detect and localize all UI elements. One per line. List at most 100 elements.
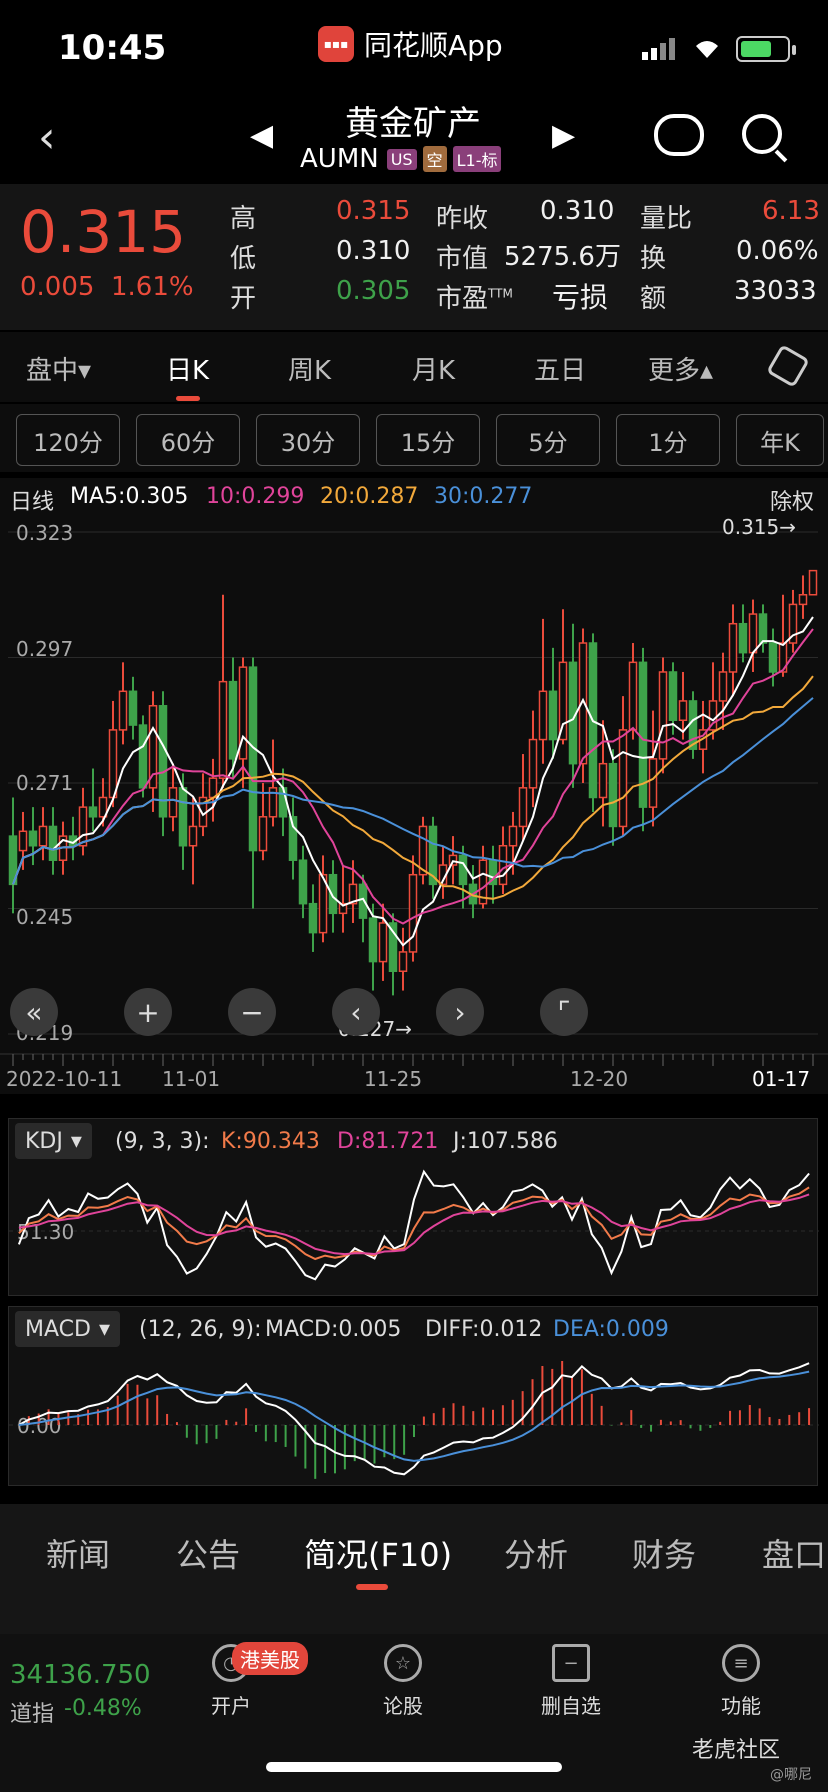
signal-icon [642,38,675,60]
tab-daily[interactable]: 日K [166,356,210,386]
candle-body [578,642,588,765]
candle-body [518,787,528,828]
macd-diff: DIFF:0.012 [425,1317,543,1342]
candle-body [508,825,518,847]
candle-body [208,777,218,799]
btn-1min[interactable]: 1分 [616,414,720,466]
next-stock-icon[interactable]: ▶ [552,118,576,153]
tab-analysis[interactable]: 分析 [504,1536,569,1574]
kdj-params: (9, 3, 3): [115,1129,210,1154]
index-value[interactable]: 34136.750 [10,1660,151,1690]
ma10-value: 10:0.299 [206,484,305,509]
amount-label: 额 [640,284,667,314]
low-value: 0.310 [336,236,411,266]
candle-body [758,613,768,644]
ma30-line [12,697,814,885]
btn-15min[interactable]: 15分 [376,414,480,466]
btn-5min[interactable]: 5分 [496,414,600,466]
ma5-line [12,616,814,947]
prev-close-value: 0.310 [540,196,615,226]
index-change: -0.48% [64,1696,142,1721]
btn-30min[interactable]: 30分 [256,414,360,466]
rewind-icon[interactable]: « [10,988,58,1036]
kline-chart[interactable]: 0.323 0.297 0.271 0.245 0.219 0.315→ 0.2… [0,514,828,1094]
turnover-label: 换 [640,244,667,274]
candle-body [78,806,88,847]
candle-body [178,787,188,847]
candle-body [168,787,178,818]
tab-weekly[interactable]: 周K [288,356,332,386]
vol-ratio-label: 量比 [640,204,693,234]
candle-body [108,729,118,799]
tab-orderbook[interactable]: 盘口 [762,1536,827,1574]
search-icon[interactable] [742,114,782,154]
kdj-level: 51.30 [17,1220,74,1244]
functions-button[interactable]: ≡ 功能 [686,1644,796,1719]
mcap-label: 市值 [436,244,489,274]
macd-dea-line [18,1370,810,1462]
fullscreen-icon[interactable]: ⌜ [540,988,588,1036]
candle-body [418,825,428,876]
tab-overview[interactable]: 简况(F10) [304,1536,453,1574]
max-annotation: 0.315→ [722,515,796,539]
x-tick: 11-01 [162,1067,220,1091]
candle-body [528,738,538,789]
remove-watchlist-button[interactable]: − 删自选 [516,1644,626,1719]
candle-body [238,666,248,760]
btn-120min[interactable]: 120分 [16,414,120,466]
discuss-button[interactable]: ☆ 论股 [348,1644,458,1719]
kline-svg: 0.323 0.297 0.271 0.245 0.219 0.315→ 0.2… [0,515,828,1091]
tab-financials[interactable]: 财务 [632,1536,697,1574]
open-account-button[interactable]: ◔ 开户 [176,1644,286,1719]
candle-body [188,825,198,847]
kdj-selector[interactable]: KDJ ▾ [15,1123,92,1159]
tab-intraday[interactable]: 盘中▾ [26,356,92,386]
macd-selector[interactable]: MACD ▾ [15,1311,120,1347]
candle-body [138,724,148,789]
tab-five-day[interactable]: 五日 [534,356,587,386]
app-logo-icon: ▪▪▪ [318,26,354,62]
kdj-d-line [18,1193,810,1256]
change-value: 0.005 [20,272,95,302]
prev-stock-icon[interactable]: ◀ [250,118,274,153]
btn-60min[interactable]: 60分 [136,414,240,466]
adjust-toggle[interactable]: 除权 [770,490,815,515]
tag-short: 空 [422,146,447,172]
zoom-in-icon[interactable]: + [124,988,172,1036]
candle-body [718,671,728,702]
x-tick: 12-20 [570,1067,628,1091]
tab-monthly[interactable]: 月K [412,356,456,386]
btn-yearly[interactable]: 年K [736,414,824,466]
battery-icon [736,36,796,62]
y-tick: 0.271 [16,771,73,795]
index-label: 道指 [10,1702,55,1727]
robot-icon[interactable] [654,114,704,156]
candle-body [158,705,168,818]
status-bar: 10:45 ▪▪▪ 同花顺App [0,0,828,90]
tab-announcements[interactable]: 公告 [176,1536,241,1574]
tab-more[interactable]: 更多▴ [648,356,714,386]
x-tick: 2022-10-11 [6,1067,122,1091]
candle-body [48,825,58,861]
candle-body [628,661,638,731]
open-label: 开 [230,284,257,314]
pan-left-icon[interactable]: ‹ [332,988,380,1036]
app-name: 同花顺App [364,29,503,62]
y-tick: 0.245 [16,905,73,929]
tab-news[interactable]: 新闻 [46,1536,111,1574]
kdj-k-line [18,1186,810,1261]
candle-body [98,796,108,818]
stock-title: 黄金矿产 [345,104,481,144]
candle-body [798,594,808,606]
settings-icon[interactable] [766,344,810,388]
pan-right-icon[interactable]: › [436,988,484,1036]
candle-body [608,762,618,828]
back-icon[interactable]: ‹ [38,112,56,163]
candle-body [618,729,628,828]
candle-body [328,873,338,915]
status-time: 10:45 [58,28,167,68]
kdj-svg: 51.30 [9,1169,819,1281]
zoom-out-icon[interactable]: − [228,988,276,1036]
candle-body [548,690,558,741]
candle-body [348,883,358,905]
